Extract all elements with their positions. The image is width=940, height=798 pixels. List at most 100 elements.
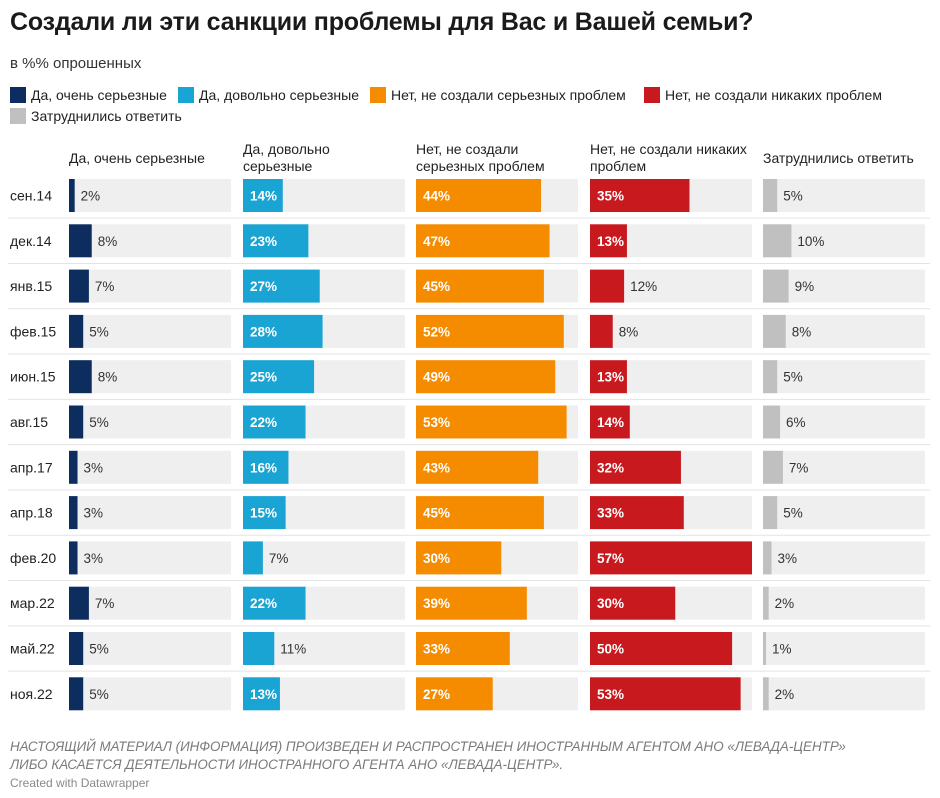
data-label: 5% (89, 687, 109, 702)
bar-track (69, 450, 231, 484)
bar (416, 586, 527, 620)
data-label: 13% (250, 687, 277, 702)
category-label: фев.15 (10, 323, 56, 339)
column-header: серьезные (243, 158, 313, 174)
data-label: 1% (772, 642, 792, 657)
bar (590, 677, 741, 711)
bar-track (69, 586, 231, 620)
data-label: 39% (423, 596, 450, 611)
legend-label: Нет, не создали никаких проблем (665, 87, 882, 103)
column-header: серьезных проблем (416, 158, 545, 174)
bar-track (763, 314, 925, 348)
data-label: 14% (250, 189, 277, 204)
data-label: 33% (423, 642, 450, 657)
bar (416, 269, 544, 303)
data-label: 49% (423, 370, 450, 385)
bar (763, 632, 766, 665)
legend-swatch (178, 87, 194, 103)
bar (69, 496, 78, 530)
data-label: 11% (280, 642, 306, 657)
bar (69, 405, 84, 439)
data-label: 3% (84, 551, 104, 566)
column-header: Нет, не создали (416, 141, 518, 157)
bar (243, 632, 275, 665)
legend-item-no-problems: Нет, не создали никаких проблем (644, 87, 882, 103)
bar (590, 360, 627, 394)
credit: Created with Datawrapper (10, 776, 150, 790)
data-label: 7% (95, 279, 115, 294)
data-label: 43% (423, 460, 450, 475)
data-label: 32% (597, 460, 624, 475)
legend-item-very-serious: Да, очень серьезные (10, 87, 167, 103)
bar (243, 677, 280, 711)
category-label: апр.18 (10, 505, 53, 521)
bar-track (763, 632, 925, 665)
data-label: 7% (269, 551, 289, 566)
bar-track (763, 496, 925, 530)
bar (763, 496, 778, 530)
bar (416, 541, 502, 575)
data-label: 22% (250, 596, 277, 611)
category-label: янв.15 (10, 278, 52, 294)
data-label: 8% (792, 324, 812, 339)
legend-label: Затруднились ответить (31, 108, 182, 124)
data-label: 50% (597, 642, 624, 657)
data-label: 16% (250, 460, 277, 475)
bar-track (763, 179, 925, 212)
bar-track (763, 405, 925, 439)
data-label: 7% (95, 596, 115, 611)
bar-track (763, 269, 925, 303)
bar (243, 450, 289, 484)
data-label: 27% (423, 687, 450, 702)
bar (763, 224, 792, 258)
bar (590, 269, 625, 303)
data-label: 52% (423, 324, 450, 339)
bar (69, 632, 84, 665)
data-label: 2% (775, 687, 795, 702)
data-label: 44% (423, 189, 450, 204)
data-label: 12% (630, 279, 657, 294)
bar (763, 360, 778, 394)
bar (590, 496, 684, 530)
footnote-line: ЛИБО КАСАЕТСЯ ДЕЯТЕЛЬНОСТИ ИНОСТРАННОГО … (10, 757, 564, 772)
chart-subtitle: в %% опрошенных (10, 55, 142, 72)
bar (69, 269, 89, 303)
data-label: 15% (250, 506, 277, 521)
footnote: НАСТОЯЩИЙ МАТЕРИАЛ (ИНФОРМАЦИЯ) ПРОИЗВЕД… (10, 738, 930, 774)
bar (763, 405, 781, 439)
bar-track (69, 541, 231, 575)
bar (243, 586, 306, 620)
bar-track (69, 179, 231, 212)
legend-label: Да, довольно серьезные (199, 87, 359, 103)
data-label: 45% (423, 506, 450, 521)
data-label: 30% (597, 596, 624, 611)
bar (243, 314, 323, 348)
data-label: 30% (423, 551, 450, 566)
data-label: 5% (783, 189, 803, 204)
bar (69, 450, 78, 484)
bar (590, 179, 690, 212)
data-label: 5% (89, 642, 109, 657)
data-label: 5% (783, 370, 803, 385)
bar-track (69, 677, 231, 711)
bar (69, 677, 84, 711)
legend-label: Да, очень серьезные (31, 87, 167, 103)
data-label: 3% (84, 460, 104, 475)
bar (763, 450, 783, 484)
chart-title: Создали ли эти санкции проблемы для Вас … (10, 8, 754, 36)
category-label: июн.15 (10, 369, 56, 385)
category-label: ноя.22 (10, 686, 53, 702)
bar (243, 541, 263, 575)
bar (416, 496, 544, 530)
bar (243, 496, 286, 530)
bar-track (243, 541, 405, 575)
data-label: 5% (89, 324, 109, 339)
data-label: 28% (250, 324, 277, 339)
bar (69, 224, 92, 258)
bar-track (763, 541, 925, 575)
data-label: 23% (250, 234, 277, 249)
data-label: 8% (98, 234, 118, 249)
bar (69, 179, 75, 212)
bar (243, 405, 306, 439)
data-label: 47% (423, 234, 450, 249)
